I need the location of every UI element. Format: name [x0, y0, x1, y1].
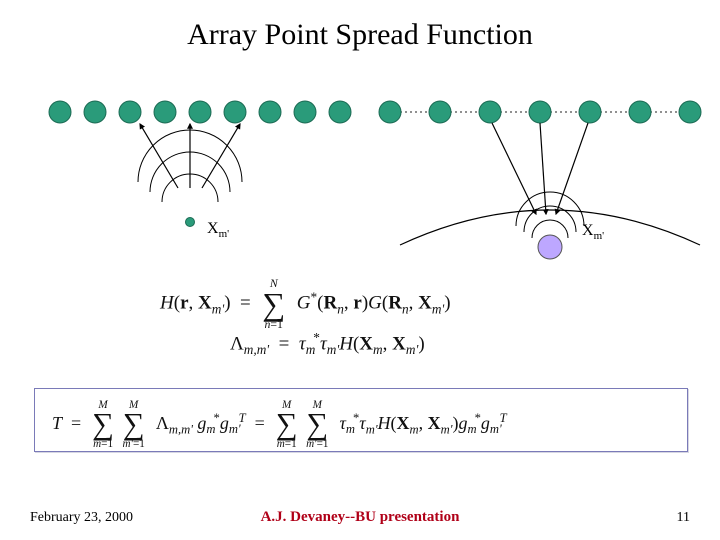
left-target-label: Xm': [207, 220, 229, 240]
sensor: [329, 101, 351, 123]
sensor: [629, 101, 651, 123]
sensor: [294, 101, 316, 123]
equation-T: T = M∑m=1 M∑m'=1 Λm,m' gm*gm'T = M∑m=1 M…: [52, 400, 507, 450]
right-target-label: Xm': [582, 222, 604, 242]
sensor: [429, 101, 451, 123]
sensor: [529, 101, 551, 123]
right-target: [538, 235, 562, 259]
sensor: [259, 101, 281, 123]
down-arrow: [492, 123, 536, 214]
equation-Lambda: Λm,m' = τm*τm'H(Xm, Xm'): [230, 330, 425, 358]
footer-center: A.J. Devaney--BU presentation: [0, 509, 720, 526]
right-receiver: [400, 123, 700, 259]
sensor: [189, 101, 211, 123]
sensor: [49, 101, 71, 123]
slide-title: Array Point Spread Function: [0, 18, 720, 52]
array-diagram: Xm' Xm': [0, 90, 720, 260]
sensor: [679, 101, 701, 123]
sensor: [154, 101, 176, 123]
left-target-point: [186, 218, 195, 227]
sensor: [479, 101, 501, 123]
down-arrow: [540, 123, 546, 214]
sensor: [224, 101, 246, 123]
left-sensor-group: [49, 101, 351, 123]
sensor: [579, 101, 601, 123]
slide: Array Point Spread Function: [0, 0, 720, 540]
sensor: [379, 101, 401, 123]
footer-page: 11: [677, 510, 690, 526]
right-sensor-group: [379, 101, 701, 123]
sensor: [84, 101, 106, 123]
equation-H: H(r, Xm') = N∑n=1 G*(Rn, r)G(Rn, Xm'): [160, 278, 451, 331]
sensor: [119, 101, 141, 123]
left-emitter: [138, 124, 242, 227]
